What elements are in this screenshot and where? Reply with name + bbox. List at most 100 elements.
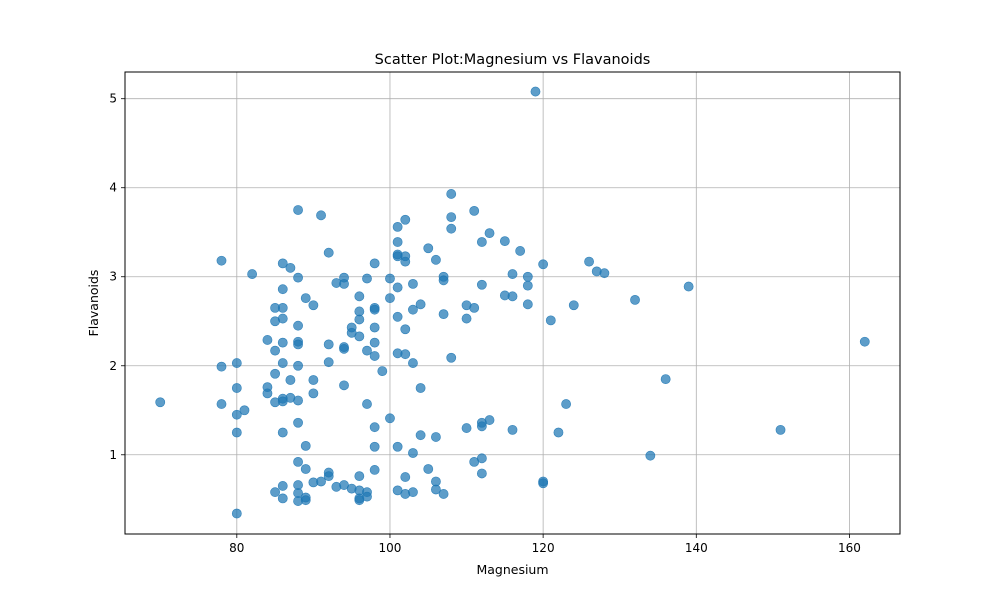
data-point [270, 345, 280, 356]
data-point [293, 417, 303, 428]
data-point [484, 415, 495, 425]
data-point [216, 255, 227, 266]
data-point [469, 205, 480, 216]
data-point [415, 383, 426, 393]
data-point [277, 358, 288, 368]
data-point [369, 441, 380, 452]
data-point [308, 388, 319, 399]
data-point [584, 256, 594, 267]
data-point [231, 358, 242, 368]
data-point [423, 464, 434, 474]
data-point [362, 273, 372, 284]
data-point [476, 237, 487, 247]
data-point [438, 309, 449, 320]
data-point [308, 300, 319, 311]
data-point [369, 337, 380, 348]
x-tick-label: 160 [838, 541, 861, 555]
data-point [262, 388, 273, 399]
data-point [392, 441, 403, 452]
data-point [339, 380, 349, 391]
data-point [775, 424, 786, 435]
data-point [392, 282, 403, 293]
data-point [469, 302, 480, 313]
data-point [408, 278, 418, 289]
data-point [499, 236, 510, 247]
data-point [400, 324, 411, 335]
data-point [316, 210, 326, 221]
data-point [369, 422, 380, 433]
data-point [293, 339, 303, 350]
data-point [484, 228, 495, 239]
plot-frame [124, 71, 901, 535]
data-point [369, 351, 380, 361]
x-tick-label: 140 [685, 541, 708, 555]
data-point [216, 399, 227, 409]
data-point [446, 189, 457, 199]
data-point [507, 269, 518, 279]
y-tick-label: 1 [109, 448, 117, 462]
data-point [438, 275, 449, 286]
data-point [354, 314, 365, 325]
data-points [155, 86, 870, 519]
data-point [231, 427, 242, 438]
data-point [277, 481, 288, 491]
data-point [354, 291, 365, 302]
y-tick-label: 5 [109, 92, 117, 106]
data-point [660, 374, 671, 385]
data-point [362, 345, 372, 356]
data-point [561, 399, 572, 409]
data-point [408, 487, 418, 498]
data-point [247, 269, 258, 279]
data-point [300, 495, 311, 506]
data-point [461, 313, 472, 324]
data-point [568, 300, 579, 311]
data-point [362, 399, 372, 409]
data-point [522, 280, 533, 291]
data-point [277, 284, 288, 295]
data-point [285, 375, 296, 385]
data-point [216, 361, 227, 372]
data-point [553, 427, 564, 438]
data-point [369, 304, 380, 315]
data-point [316, 476, 326, 487]
data-point [277, 493, 288, 504]
data-point [476, 453, 487, 464]
data-point [400, 349, 411, 360]
y-tick-label: 2 [109, 359, 117, 373]
data-point [408, 358, 418, 368]
data-point [354, 331, 365, 342]
data-point [446, 352, 457, 363]
data-point [446, 223, 457, 234]
data-point [377, 366, 388, 376]
data-point [400, 472, 411, 482]
data-point [507, 424, 518, 435]
data-point [599, 268, 610, 279]
data-point [630, 294, 640, 305]
data-point [431, 484, 441, 495]
data-point [683, 281, 694, 292]
data-point [438, 489, 449, 499]
data-point [300, 440, 311, 451]
data-point [538, 259, 549, 270]
data-point [354, 471, 365, 482]
data-point [277, 427, 288, 438]
data-point [239, 405, 250, 416]
data-point [293, 456, 303, 467]
data-point [461, 423, 472, 433]
chart-title: Scatter Plot:Magnesium vs Flavanoids [375, 52, 651, 68]
data-point [231, 409, 242, 420]
data-point [392, 237, 403, 247]
data-point [538, 478, 549, 489]
y-tick-label: 4 [109, 181, 117, 195]
data-point [270, 487, 280, 498]
data-point [277, 302, 288, 313]
data-point [155, 397, 166, 408]
data-point [293, 320, 303, 331]
y-tick-label: 3 [109, 270, 117, 284]
data-point [400, 214, 411, 225]
data-point [293, 395, 303, 406]
data-point [323, 471, 334, 482]
data-point [530, 86, 541, 97]
